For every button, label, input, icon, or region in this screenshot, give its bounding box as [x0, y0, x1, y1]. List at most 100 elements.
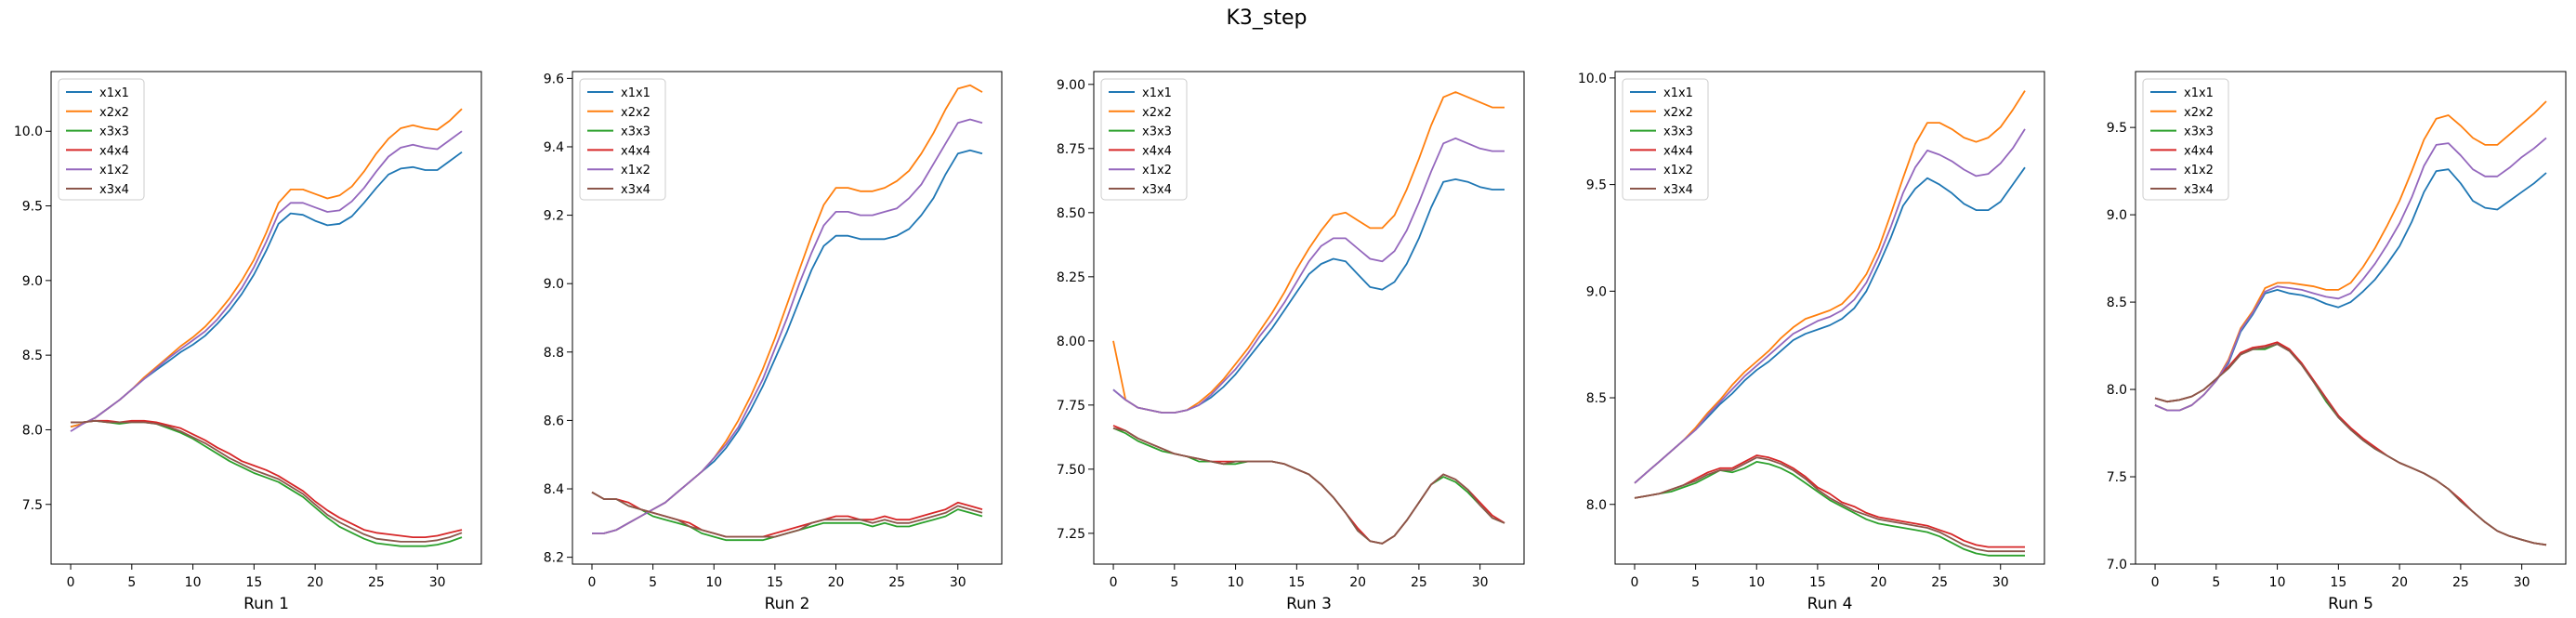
x-tick-label: 5: [1170, 575, 1178, 590]
legend-label-x3x3: x3x3: [2184, 125, 2214, 139]
x-tick-label: 0: [2151, 575, 2160, 590]
y-tick-label: 8.6: [544, 414, 564, 428]
axes-frame: [572, 71, 1003, 565]
axes-frame: [50, 71, 482, 565]
x-tick-label: 10: [1228, 575, 1244, 590]
series-line-x3x4: [1634, 456, 2025, 553]
axes-frame: [1093, 71, 1525, 565]
y-tick-label: 9.0: [22, 274, 43, 289]
x-tick-label: 15: [1809, 575, 1826, 590]
x-tick-label: 15: [767, 575, 783, 590]
legend-label-x1x1: x1x1: [621, 86, 651, 100]
legend-label-x3x3: x3x3: [1142, 125, 1172, 139]
x-tick-label: 30: [1472, 575, 1489, 590]
subplot-run-4: 0 5 10 15 20 25 30 8.0 8.5 9.0 9.5 10.0 Run 4 x1x1 x2x…: [1578, 71, 2045, 613]
y-tick-label: 9.5: [2107, 121, 2127, 136]
y-tick-label: 10.0: [14, 125, 43, 139]
y-tick-label: 8.4: [544, 482, 564, 497]
y-tick-label: 9.0: [544, 277, 564, 292]
y-tick-label: 8.5: [22, 348, 43, 363]
legend-label-x1x1: x1x1: [2184, 86, 2214, 100]
legend-label-x3x4: x3x4: [1142, 183, 1172, 197]
series-line-x3x4: [71, 419, 463, 543]
x-tick-label: 30: [950, 575, 966, 590]
x-tick-label: 10: [705, 575, 722, 590]
x-tick-label: 0: [588, 575, 597, 590]
legend: x1x1 x2x2 x3x3 x4x4 x1x2 x3x4: [1100, 78, 1188, 201]
series-line-x3x4: [2154, 343, 2547, 546]
axes-frame: [1614, 71, 2045, 565]
y-tick-label: 10.0: [1578, 72, 1607, 86]
legend-label-x4x4: x4x4: [1663, 144, 1693, 158]
x-tick-label: 25: [368, 575, 385, 590]
legend-label-x4x4: x4x4: [99, 144, 129, 158]
legend-label-x3x4: x3x4: [621, 183, 651, 197]
x-tick-label: 20: [1349, 575, 1366, 590]
series-line-x3x4: [591, 491, 983, 538]
legend-label-x1x2: x1x2: [2184, 164, 2214, 178]
subplot-run-1: 0 5 10 15 20 25 30 7.5 8.0 8.5 9.0 9.5 10.0 Run 1 x1x1…: [14, 71, 482, 613]
x-tick-label: 10: [185, 575, 202, 590]
legend: x1x1 x2x2 x3x3 x4x4 x1x2 x3x4: [58, 78, 145, 201]
x-tick-label: 30: [429, 575, 446, 590]
x-axis-label: Run 2: [765, 595, 810, 613]
x-tick-label: 20: [828, 575, 845, 590]
legend-label-x3x3: x3x3: [621, 125, 651, 139]
series-line-x2x2: [1634, 90, 2026, 484]
x-axis-label: Run 1: [243, 595, 289, 613]
subplots-container: 0 5 10 15 20 25 30 7.5 8.0 8.5 9.0 9.5 10.0 Run 1 x1x1…: [14, 71, 2567, 613]
y-tick-label: 8.2: [544, 551, 564, 566]
legend-label-x3x3: x3x3: [1663, 125, 1693, 139]
y-tick-label: 9.00: [1057, 78, 1085, 93]
y-tick-label: 7.5: [2107, 470, 2127, 485]
legend-label-x1x1: x1x1: [1663, 86, 1693, 100]
legend-label-x1x2: x1x2: [99, 164, 129, 178]
y-tick-label: 7.50: [1057, 463, 1085, 478]
series-line-x1x2: [1634, 128, 2026, 484]
y-tick-label: 8.0: [2107, 383, 2127, 398]
x-tick-label: 30: [2514, 575, 2530, 590]
x-tick-label: 5: [2212, 575, 2220, 590]
legend-label-x1x2: x1x2: [621, 164, 651, 178]
subplot-run-3: 0 5 10 15 20 25 30 7.25 7.50 7.75 8.00 8.25 8.50 8.75…: [1057, 71, 1525, 613]
x-tick-label: 25: [1411, 575, 1427, 590]
y-tick-label: 8.75: [1057, 142, 1085, 157]
x-axis-label: Run 5: [2328, 595, 2373, 613]
legend: x1x1 x2x2 x3x3 x4x4 x1x2 x3x4: [579, 78, 666, 201]
x-tick-label: 10: [2269, 575, 2286, 590]
legend-label-x4x4: x4x4: [1142, 144, 1172, 158]
series-line-x4x4: [1634, 454, 2025, 548]
legend-label-x2x2: x2x2: [1663, 106, 1693, 120]
legend: x1x1 x2x2 x3x3 x4x4 x1x2 x3x4: [2142, 78, 2229, 201]
legend-label-x4x4: x4x4: [2184, 144, 2214, 158]
y-tick-label: 8.00: [1057, 335, 1085, 349]
legend-label-x1x1: x1x1: [1142, 86, 1172, 100]
series-line-x3x3: [1634, 460, 2025, 557]
x-tick-label: 0: [1631, 575, 1639, 590]
legend-label-x4x4: x4x4: [621, 144, 651, 158]
y-tick-label: 7.0: [2107, 558, 2127, 572]
x-tick-label: 5: [1691, 575, 1700, 590]
x-tick-label: 25: [2452, 575, 2469, 590]
x-tick-label: 15: [245, 575, 262, 590]
y-tick-label: 7.5: [22, 498, 43, 513]
x-tick-label: 0: [1110, 575, 1118, 590]
legend-label-x3x4: x3x4: [2184, 183, 2214, 197]
y-tick-label: 8.5: [2107, 296, 2127, 310]
y-tick-label: 8.25: [1057, 270, 1085, 285]
y-tick-label: 7.75: [1057, 399, 1085, 414]
x-tick-label: 0: [67, 575, 75, 590]
x-tick-label: 20: [307, 575, 323, 590]
x-tick-label: 15: [2330, 575, 2346, 590]
series-line-x1x2: [1112, 137, 1505, 414]
y-tick-label: 7.25: [1057, 527, 1085, 542]
series-line-x3x4: [1112, 427, 1505, 545]
x-tick-label: 25: [1931, 575, 1948, 590]
series-line-x1x2: [2154, 137, 2547, 412]
series-line-x1x2: [70, 130, 463, 432]
y-tick-label: 9.6: [544, 72, 564, 86]
legend-label-x1x1: x1x1: [99, 86, 129, 100]
legend-label-x3x3: x3x3: [99, 125, 129, 139]
series-line-x1x2: [592, 118, 983, 534]
